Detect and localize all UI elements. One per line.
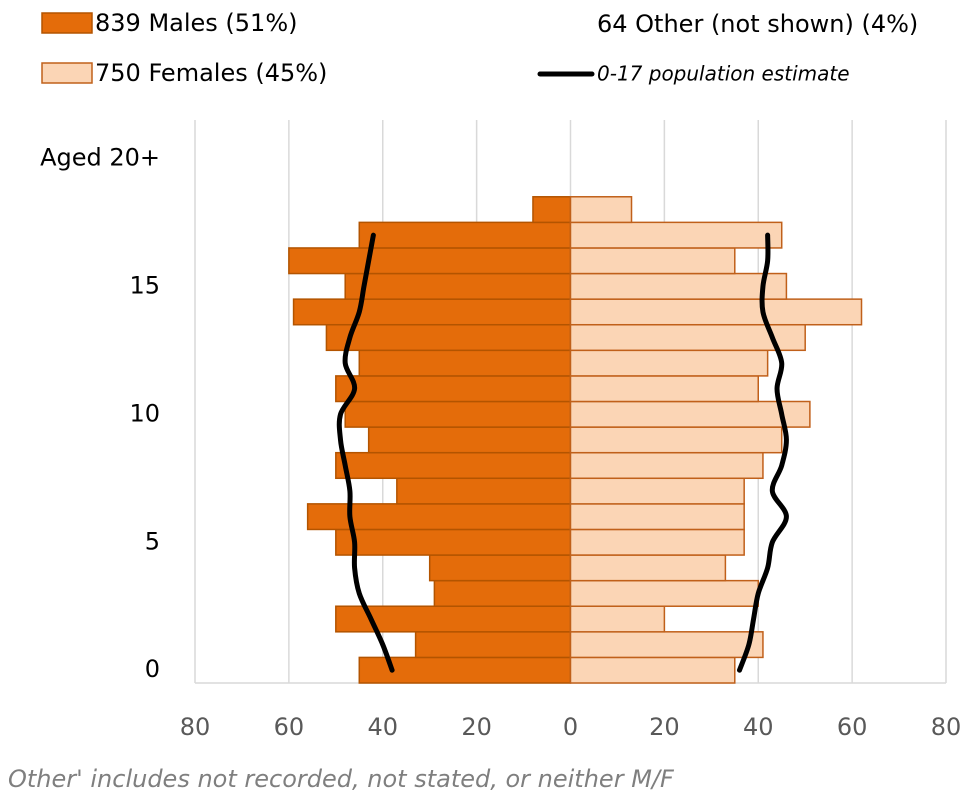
bar [569,605,666,633]
legend-swatch [41,62,93,84]
bar [325,323,572,352]
bar [569,528,745,556]
bar [569,272,788,300]
x-tick-label: 60 [837,713,868,741]
bar [428,554,572,582]
x-tick-label: 40 [367,713,398,741]
footnote: Other' includes not recorded, not stated… [8,765,675,793]
bar [569,656,736,684]
bar [414,631,572,659]
other-note: 64 Other (not shown) (4%) [597,10,918,38]
bar [569,400,811,428]
x-tick-label: 60 [274,713,305,741]
bar [569,349,769,377]
bar [569,579,759,607]
bar [288,247,572,275]
x-tick-label: 20 [649,713,680,741]
y-tick-label: 5 [145,527,160,555]
population-line [336,232,395,673]
bar [569,221,783,249]
bar [569,503,745,531]
bar [335,451,572,480]
bar [358,221,572,249]
bar [569,247,736,275]
bar [433,579,572,607]
bar [532,196,572,224]
y-tick-label: 0 [145,655,160,683]
bar [335,375,572,403]
bar [569,323,806,352]
bar [367,426,572,454]
y-tick-label: 10 [129,399,160,427]
population-line [736,232,789,673]
bar [569,554,727,582]
x-tick-label: 80 [931,713,962,741]
bar [292,298,572,326]
bar [344,272,572,300]
bar [569,477,745,505]
bar [569,451,764,480]
bar [569,375,759,403]
x-tick-label: 80 [180,713,211,741]
bar [569,196,633,224]
legend-swatch [41,12,93,34]
x-tick-label: 20 [461,713,492,741]
bar [335,528,572,556]
y-tick-label: Aged 20+ [40,143,160,171]
bar [569,631,764,659]
x-tick-label: 40 [743,713,774,741]
bar [569,298,863,326]
y-tick-label: 15 [129,271,160,299]
legend-label: 839 Males (51%) [95,9,298,37]
bar [358,349,572,377]
legend-label: 750 Females (45%) [95,59,327,87]
bar [396,477,572,505]
bar [306,503,572,531]
legend-label: 0-17 population estimate [597,62,850,86]
bar [344,400,572,428]
x-tick-label: 0 [563,713,578,741]
bar [569,426,783,454]
